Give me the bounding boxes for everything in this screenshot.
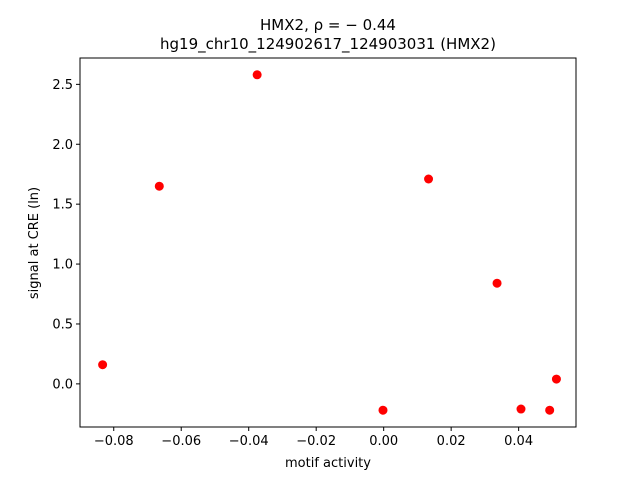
data-point [516, 404, 526, 414]
y-axis-label: signal at CRE (ln) [27, 187, 42, 299]
plot-frame [79, 57, 577, 428]
x-tick-label: −0.08 [94, 434, 134, 449]
data-point [424, 174, 434, 184]
x-tick-label: −0.06 [161, 434, 201, 449]
y-tick-label: 1.0 [52, 258, 73, 273]
x-tick-label: 0.02 [437, 434, 466, 449]
x-axis-label: motif activity [285, 456, 371, 471]
y-tick-label: 0.5 [52, 317, 73, 332]
data-point [98, 360, 108, 370]
data-point [154, 181, 164, 191]
y-tick-label: 0.0 [52, 377, 73, 392]
axis-ticks: −0.08 −0.06 −0.04 −0.02 0.00 0.02 0.04 0.0 0.5 1.… [52, 78, 533, 449]
data-point [551, 374, 561, 384]
y-tick-label: 2.5 [52, 78, 73, 93]
x-tick-label: −0.04 [229, 434, 269, 449]
data-points [98, 70, 561, 415]
data-point [378, 405, 388, 415]
x-tick-label: 0.04 [504, 434, 533, 449]
y-tick-label: 1.5 [52, 198, 73, 213]
data-point [492, 278, 502, 288]
y-tick-label: 2.0 [52, 138, 73, 153]
data-point [545, 405, 555, 415]
x-tick-label: −0.02 [296, 434, 336, 449]
x-tick-label: 0.00 [369, 434, 398, 449]
chart-title-line2: hg19_chr10_124902617_124903031 (HMX2) [160, 35, 496, 54]
chart-title-line1: HMX2, ρ = − 0.44 [260, 16, 396, 34]
data-point [252, 70, 262, 80]
